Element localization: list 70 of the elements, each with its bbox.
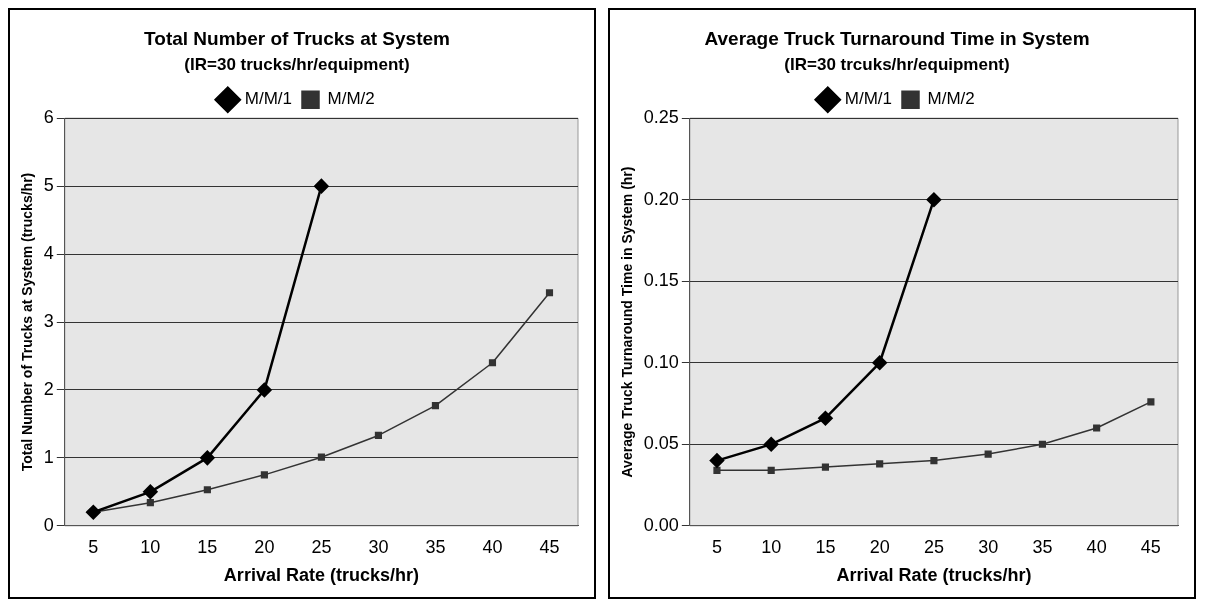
y-tick-label: 2 — [43, 378, 54, 399]
point — [872, 355, 887, 371]
x-tick-label: 15 — [197, 536, 218, 557]
point — [314, 178, 329, 194]
y-tick-label: 0 — [43, 514, 54, 535]
y-tick-label: 0.25 — [643, 107, 679, 128]
x-tick-label: 45 — [1140, 536, 1161, 557]
chart-title: Average Truck Turnaround Time in System — [704, 27, 1090, 49]
x-tick-label: 20 — [869, 536, 890, 557]
point — [1093, 424, 1101, 432]
x-tick-label: 10 — [761, 536, 782, 557]
point — [260, 471, 268, 479]
y-tick-label: 5 — [43, 175, 54, 196]
y-tick-label: 0.10 — [643, 351, 679, 372]
point — [431, 401, 440, 410]
y-tick-label: 1 — [43, 446, 54, 467]
point — [203, 486, 211, 494]
y-tick-label: 0.05 — [643, 433, 679, 454]
legend-label: M/M/2 — [327, 89, 375, 109]
x-axis-title: Arrival Rate (trucks/hr) — [223, 565, 419, 586]
x-tick-label: 35 — [425, 536, 446, 557]
point — [984, 450, 992, 458]
chart-subtitle: (IR=30 trcuks/hr/equipment) — [784, 54, 1010, 74]
point — [86, 504, 101, 520]
legend-label: M/M/1 — [244, 89, 293, 109]
x-tick-label: 20 — [254, 536, 275, 557]
point — [821, 463, 830, 471]
legend-label: M/M/1 — [844, 89, 893, 109]
x-tick-label: 15 — [815, 536, 836, 557]
chart-subtitle: (IR=30 trucks/hr/equipment) — [184, 54, 410, 74]
point — [374, 431, 383, 440]
point — [146, 499, 154, 507]
point — [257, 382, 272, 398]
point — [876, 460, 884, 468]
point — [143, 484, 158, 500]
x-tick-label: 30 — [978, 536, 999, 557]
point — [545, 289, 554, 297]
x-tick-label: 30 — [368, 536, 389, 557]
x-tick-label: 25 — [311, 536, 332, 557]
y-tick-label: 4 — [43, 243, 54, 264]
x-tick-label: 5 — [88, 536, 99, 557]
x-tick-label: 35 — [1032, 536, 1053, 557]
point — [767, 466, 775, 474]
y-tick-label: 6 — [43, 107, 54, 128]
x-tick-label: 5 — [711, 536, 722, 557]
point — [926, 192, 942, 207]
point — [1147, 398, 1155, 406]
y-tick-label: 0.15 — [643, 270, 679, 291]
y-tick-label: 0.00 — [643, 514, 679, 535]
point — [818, 410, 833, 426]
point — [488, 359, 497, 367]
y-tick-label: 3 — [43, 310, 54, 331]
y-tick-label: 0.20 — [643, 188, 679, 209]
y-axis-title: Average Truck Turnaround Time in System (hr) — [619, 166, 636, 478]
x-tick-label: 40 — [1086, 536, 1107, 557]
chart-title: Total Number of Trucks at System — [144, 27, 450, 49]
y-axis-title: Total Number of Trucks at System (trucks/hr) — [19, 172, 36, 472]
point — [317, 453, 325, 461]
point — [763, 437, 779, 452]
point — [1038, 440, 1046, 448]
point — [200, 450, 215, 466]
x-tick-label: 25 — [923, 536, 944, 557]
point — [709, 453, 725, 468]
x-axis-title: Arrival Rate (trucks/hr) — [836, 565, 1032, 586]
x-tick-label: 45 — [539, 536, 560, 557]
legend-label: M/M/2 — [927, 89, 975, 109]
point — [713, 466, 721, 474]
point — [930, 457, 938, 465]
x-tick-label: 40 — [482, 536, 503, 557]
x-tick-label: 10 — [140, 536, 161, 557]
